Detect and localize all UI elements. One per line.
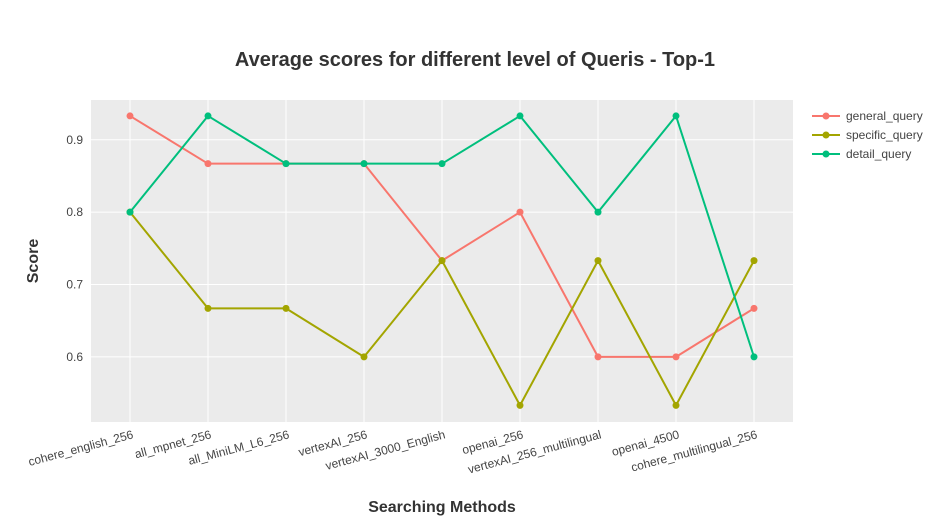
data-point[interactable] (672, 112, 680, 120)
legend-item-specific_query[interactable]: specific_query (812, 128, 923, 142)
legend[interactable]: general_query specific_query detail_query (812, 109, 923, 161)
chart-title: Average scores for different level of Qu… (235, 49, 715, 71)
data-point[interactable] (204, 304, 212, 312)
y-axis-title: Score (25, 239, 42, 284)
y-tick-label: 0.9 (66, 133, 83, 147)
data-point[interactable] (750, 353, 758, 361)
data-point[interactable] (282, 304, 290, 312)
y-tick-label: 0.6 (66, 350, 83, 364)
data-point[interactable] (594, 257, 602, 265)
legend-marker (822, 131, 830, 139)
data-point[interactable] (438, 257, 446, 265)
data-point[interactable] (516, 401, 524, 409)
x-tick-label: vertexAI_256_multilingual (466, 427, 602, 476)
data-point[interactable] (204, 112, 212, 120)
legend-label: detail_query (846, 147, 911, 161)
y-axis: 0.6 0.7 0.8 0.9 (66, 133, 83, 364)
legend-item-general_query[interactable]: general_query (812, 109, 923, 123)
data-point[interactable] (204, 160, 212, 168)
x-tick-label: cohere_english_256 (27, 427, 135, 469)
data-point[interactable] (360, 353, 368, 361)
y-tick-label: 0.7 (66, 278, 83, 292)
data-point[interactable] (360, 160, 368, 168)
legend-marker (822, 112, 830, 120)
data-point[interactable] (672, 401, 680, 409)
data-point[interactable] (594, 353, 602, 361)
legend-label: general_query (846, 109, 923, 123)
legend-label: specific_query (846, 128, 923, 142)
data-point[interactable] (126, 208, 134, 216)
x-axis-title: Searching Methods (368, 499, 516, 516)
y-tick-label: 0.8 (66, 205, 83, 219)
data-point[interactable] (750, 257, 758, 265)
data-point[interactable] (594, 208, 602, 216)
data-point[interactable] (282, 160, 290, 168)
series-layer (126, 112, 758, 409)
data-point[interactable] (672, 353, 680, 361)
x-axis: cohere_english_256all_mpnet_256all_MiniL… (27, 427, 759, 476)
data-point[interactable] (126, 112, 134, 120)
legend-marker (822, 150, 830, 158)
data-point[interactable] (516, 208, 524, 216)
series-detail_query[interactable] (126, 112, 758, 361)
legend-item-detail_query[interactable]: detail_query (812, 147, 911, 161)
data-point[interactable] (438, 160, 446, 168)
data-point[interactable] (516, 112, 524, 120)
data-point[interactable] (750, 304, 758, 312)
